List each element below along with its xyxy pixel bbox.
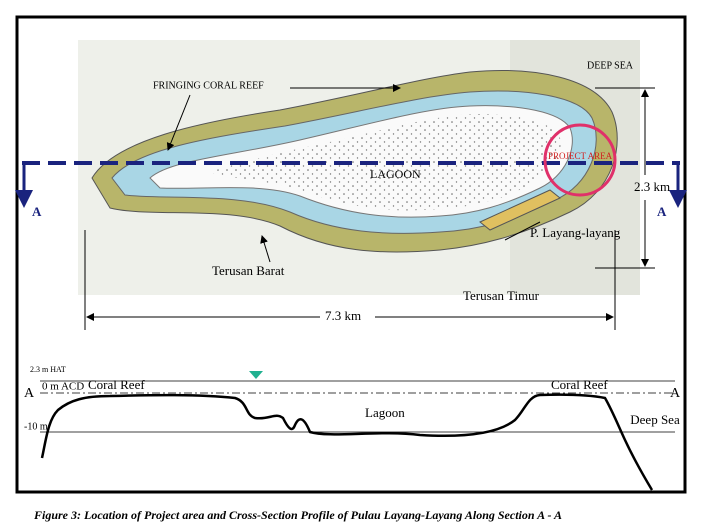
label: Terusan Timur [463,288,540,303]
pointer [504,221,541,241]
label: 2.3 km [634,179,670,194]
label: DEEP SEA [587,60,634,71]
label: A [24,386,35,401]
island-shape [479,189,561,231]
label: A [32,204,42,219]
pointer [166,94,191,151]
label: 7.3 km [325,308,361,323]
label: 2.3 m HAT [30,365,66,374]
label-box: Deep Sea [630,412,680,427]
water-level [249,371,263,379]
label: Coral Reef [88,377,145,392]
label: Coral Reef [551,377,608,392]
project-circle [543,123,617,197]
label: LAGOON [370,167,421,181]
frame [15,15,687,494]
label: Terusan Barat [212,263,285,278]
label: Deep Sea [630,412,680,427]
patch-reefs [210,114,561,211]
label: -10 m [24,421,48,432]
label: FRINGING CORAL REEF [153,80,264,91]
label: P. Layang-layang [530,225,621,240]
label: 0 m ACD [42,381,84,393]
pointer [260,235,271,263]
label: A [657,204,667,219]
label: A [670,386,681,401]
label: PROJECT AREA [548,151,613,161]
profile [40,393,654,491]
caption: Figure 3: Location of Project area and C… [33,508,562,522]
label: Lagoon [365,405,405,420]
